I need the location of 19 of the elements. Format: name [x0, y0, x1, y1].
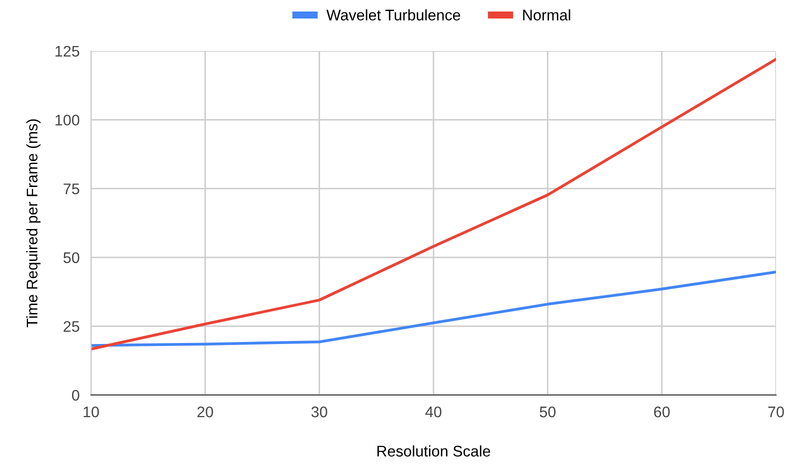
x-tick-label: 40	[425, 406, 442, 418]
x-tick-label: 20	[197, 406, 214, 418]
x-tick-label: 50	[540, 406, 556, 418]
line-series	[91, 270, 776, 347]
x-tick-label: 30	[311, 406, 328, 418]
y-tick-label: 75	[64, 184, 80, 194]
x-tick-label: 60	[654, 406, 670, 418]
y-tick-label: 25	[64, 321, 80, 332]
y-axis-title: Time Required per Frame (ms)	[26, 119, 41, 328]
y-tick-label: 50	[64, 252, 80, 264]
y-tick-label: 125	[56, 46, 80, 57]
line-series	[91, 58, 776, 350]
x-axis-title: Resolution Scale	[377, 445, 490, 457]
legend-label: Normal	[523, 9, 570, 20]
legend-label: Wavelet Turbulence	[326, 9, 460, 20]
x-tick-label: 10	[84, 406, 99, 418]
x-tick-label: 70	[768, 406, 784, 418]
y-tick-label: 100	[56, 114, 80, 126]
y-tick-label: 0	[72, 390, 80, 401]
